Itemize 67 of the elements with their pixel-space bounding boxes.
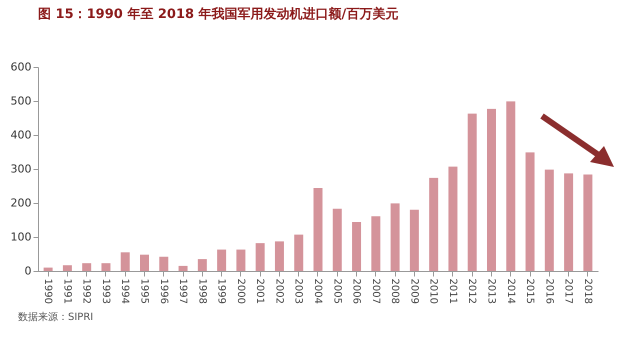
x-tick-label: 1993 — [100, 278, 111, 304]
bar — [429, 178, 438, 271]
x-tick-label: 2014 — [504, 278, 516, 304]
bar — [140, 254, 150, 271]
y-tick-label: 100 — [10, 230, 32, 244]
y-tick-label: 400 — [10, 128, 32, 142]
x-tick-label: 2011 — [446, 278, 458, 304]
bar — [371, 216, 380, 271]
x-tick-label: 2003 — [292, 278, 304, 304]
x-tick-label: 2012 — [466, 278, 478, 304]
y-tick-label: 500 — [10, 94, 32, 108]
x-tick-label: 2018 — [582, 278, 593, 304]
x-tick-label: 2000 — [234, 278, 246, 304]
bar — [526, 152, 535, 271]
bar — [448, 166, 458, 271]
x-tick-label: 1997 — [177, 278, 188, 304]
bar — [544, 170, 554, 271]
x-tick-label: 2005 — [331, 278, 342, 304]
bar — [256, 243, 265, 271]
bar — [178, 266, 188, 271]
bar — [564, 173, 574, 271]
bar — [468, 114, 477, 271]
x-tick-label: 2010 — [428, 278, 439, 304]
bar — [410, 210, 419, 271]
bar — [44, 268, 53, 271]
bar — [159, 256, 168, 271]
y-tick-label: 600 — [10, 60, 32, 74]
bar — [314, 188, 322, 271]
x-tick-label: 2008 — [389, 278, 400, 304]
y-tick-label: 300 — [10, 162, 32, 176]
bar — [294, 234, 304, 271]
bar — [583, 174, 592, 271]
x-tick-label: 2001 — [254, 278, 266, 304]
bar — [101, 263, 110, 271]
bar — [217, 250, 226, 271]
bar — [236, 250, 246, 271]
bar — [274, 241, 284, 271]
x-tick-label: 1996 — [158, 278, 169, 304]
x-tick-label: 1999 — [216, 278, 227, 304]
y-tick-label: 0 — [24, 264, 32, 278]
bar — [62, 265, 72, 271]
bar — [390, 203, 400, 271]
x-tick-label: 2016 — [543, 278, 554, 304]
bar — [82, 263, 92, 271]
bar — [486, 108, 496, 271]
x-tick-label: 2002 — [273, 278, 284, 304]
bar — [332, 208, 342, 271]
x-tick-label: 2004 — [312, 278, 323, 304]
bar — [198, 259, 207, 271]
bar — [352, 222, 362, 271]
x-tick-label: 1998 — [196, 278, 208, 304]
x-tick-label: 2013 — [485, 278, 496, 304]
x-tick-label: 2017 — [562, 278, 574, 304]
x-tick-label: 1991 — [61, 278, 72, 304]
x-tick-label: 2007 — [370, 278, 381, 304]
x-tick-label: 2015 — [524, 278, 536, 304]
x-tick-label: 2006 — [350, 278, 362, 304]
chart-title: 图 15：1990 年至 2018 年我国军用发动机进口额/百万美元 — [38, 6, 398, 22]
x-tick-label: 1990 — [42, 278, 54, 304]
x-tick-label: 2009 — [408, 278, 420, 304]
source-note: 数据来源：SIPRI — [18, 311, 94, 323]
bar — [506, 101, 516, 271]
x-tick-label: 1992 — [80, 278, 92, 304]
x-tick-label: 1994 — [119, 278, 130, 304]
y-tick-label: 200 — [10, 196, 32, 210]
bar — [120, 252, 130, 271]
x-tick-label: 1995 — [138, 278, 150, 304]
